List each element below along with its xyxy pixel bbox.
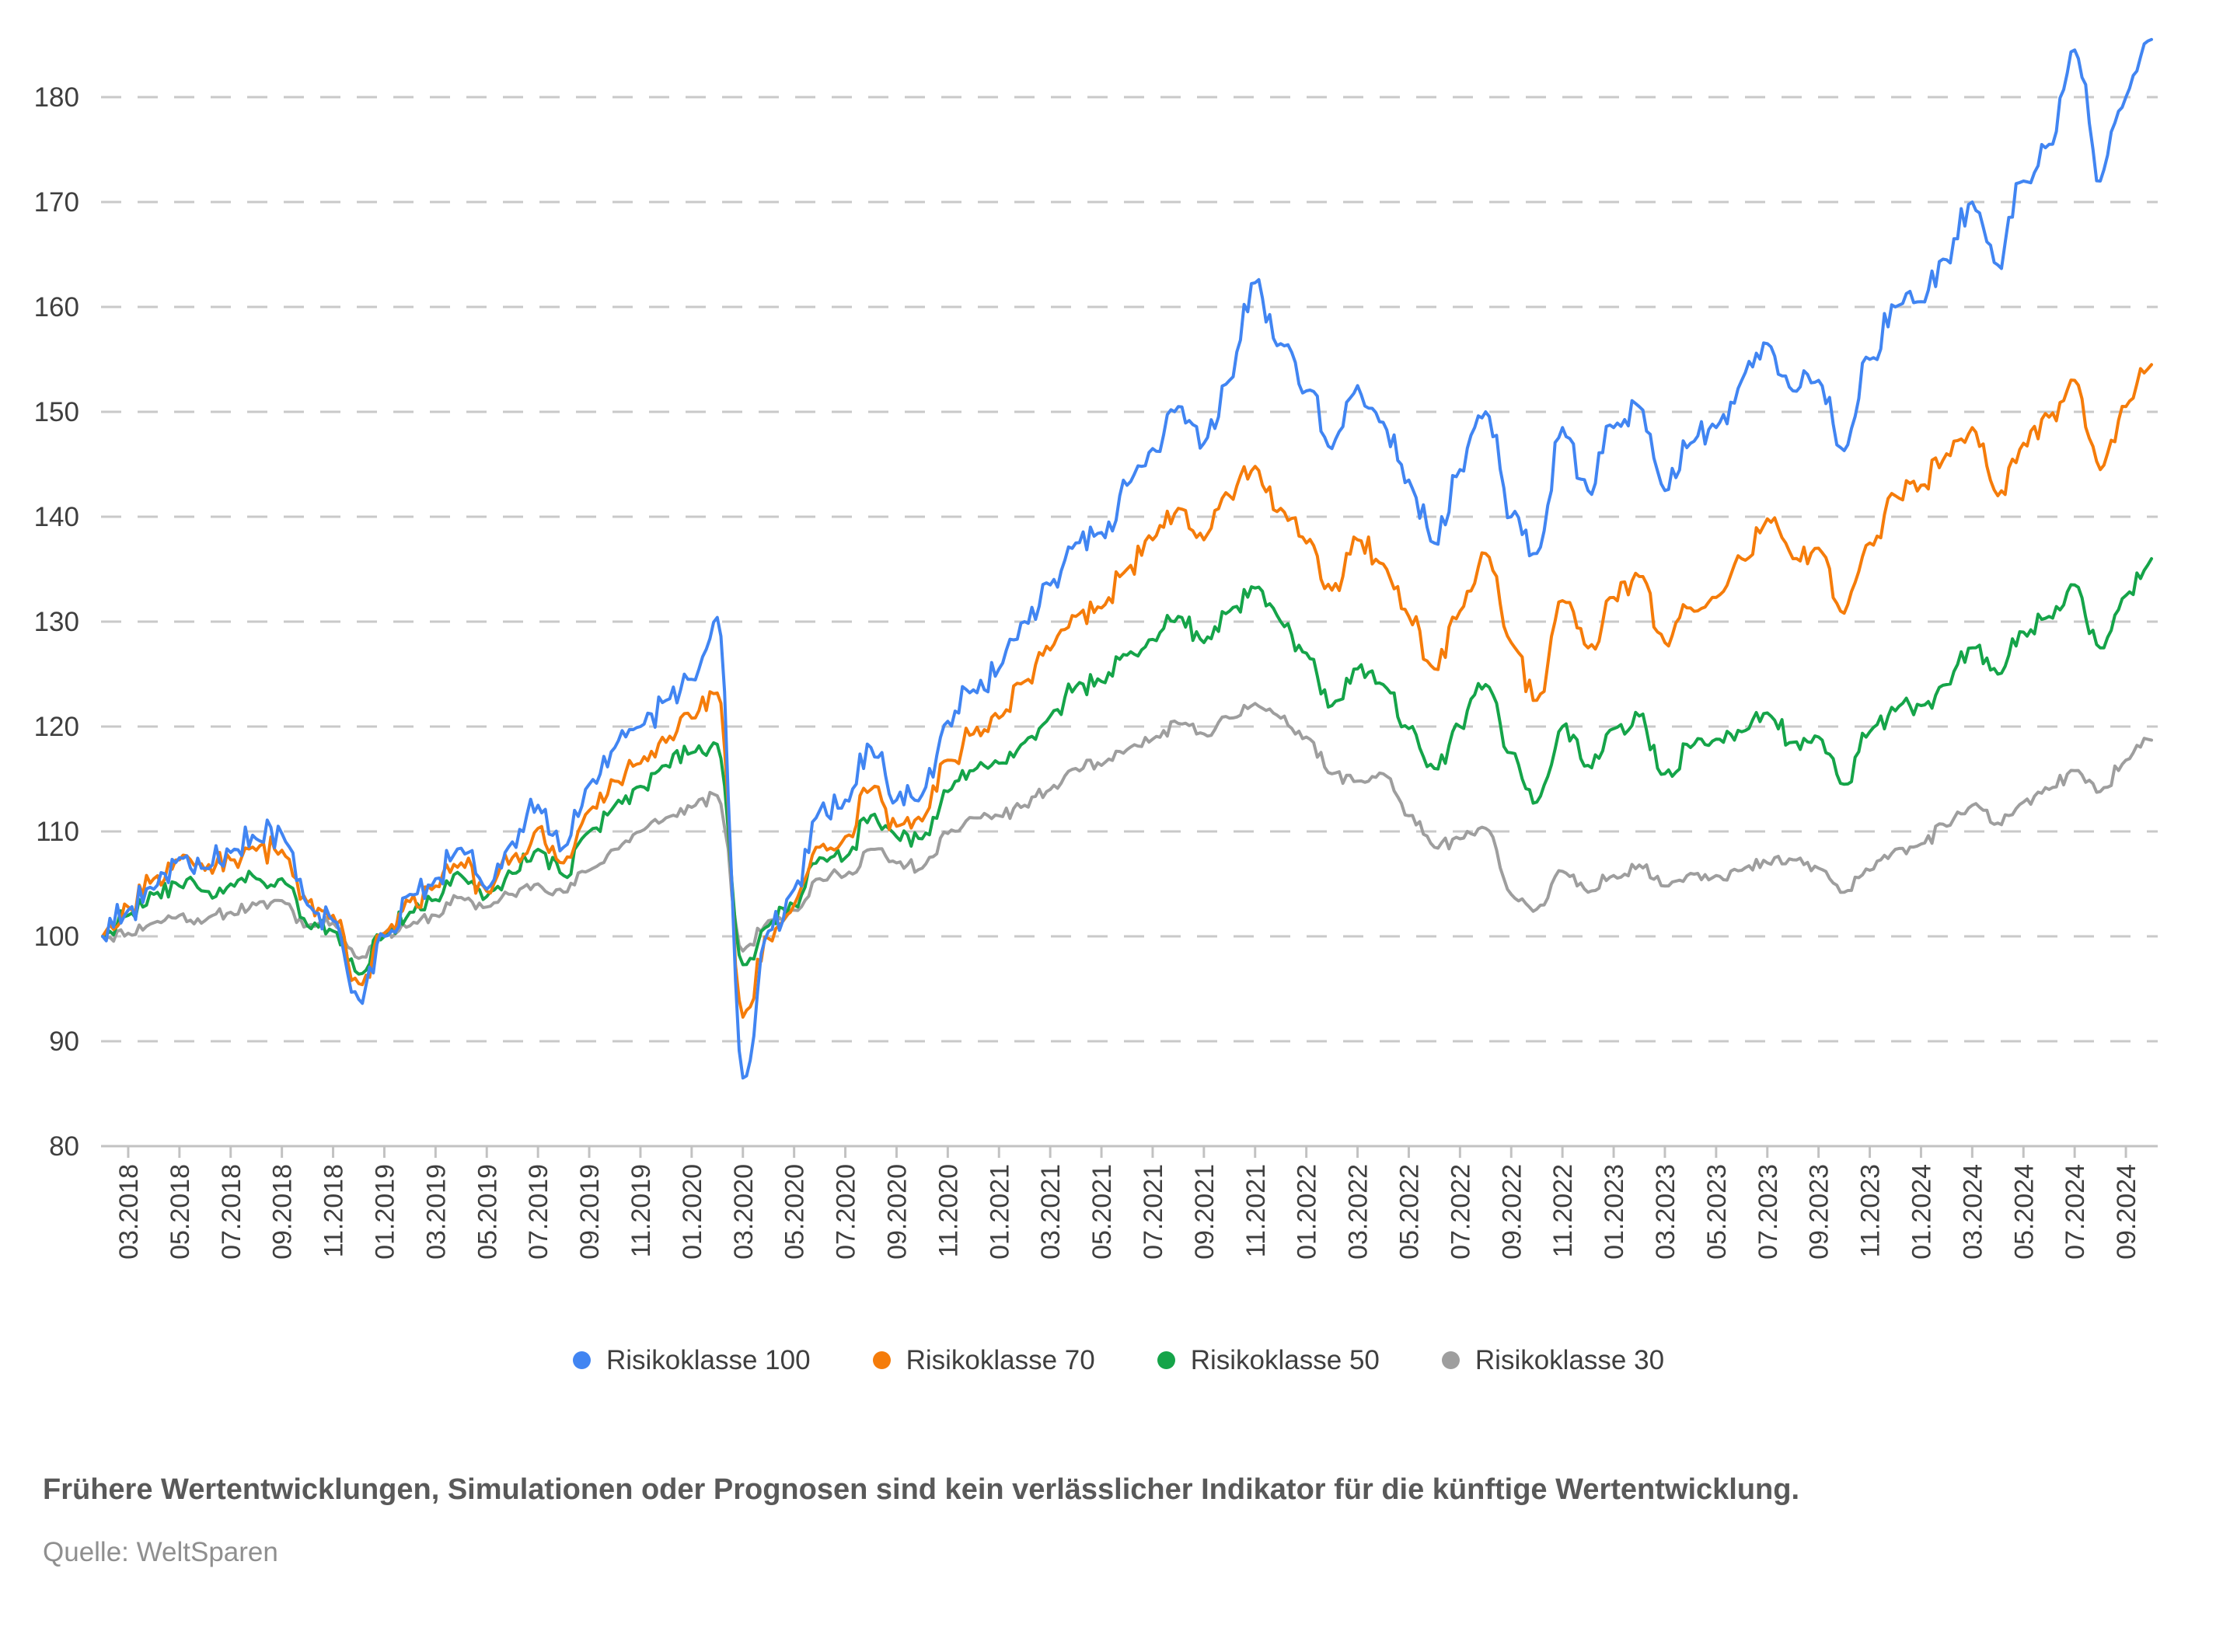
legend-dot-icon — [1441, 1351, 1460, 1369]
x-tick-label: 11.2021 — [1241, 1164, 1271, 1257]
x-tick-label: 03.2022 — [1344, 1164, 1373, 1260]
disclaimer-text: Frühere Wertentwicklungen, Simulationen … — [43, 1473, 1800, 1506]
x-tick-label: 03.2020 — [729, 1164, 759, 1260]
y-tick-label: 150 — [34, 397, 79, 427]
x-tick-label: 07.2022 — [1446, 1164, 1475, 1260]
x-tick-label: 07.2020 — [832, 1164, 861, 1260]
y-tick-label: 130 — [34, 607, 79, 637]
legend-label: Risikoklasse 100 — [605, 1345, 811, 1375]
x-tick-label: 09.2022 — [1497, 1164, 1527, 1260]
y-tick-label: 80 — [49, 1131, 79, 1162]
x-tick-label: 09.2023 — [1805, 1164, 1834, 1260]
x-axis-labels: 03.2018 05.2018 07.2018 09.2018 11.2018 01.20… — [114, 1164, 2141, 1260]
x-tick-label: 03.2018 — [114, 1164, 144, 1260]
y-tick-label: 160 — [34, 292, 79, 322]
legend-dot-icon — [1157, 1351, 1175, 1369]
y-axis-labels: 80 90 100 110 120 130 140 150 160 170 180 — [34, 82, 79, 1162]
x-tick-label: 07.2019 — [524, 1164, 553, 1260]
y-tick-label: 100 — [34, 922, 79, 952]
legend-label: Risikoklasse 30 — [1474, 1345, 1665, 1375]
x-tick-label: 09.2021 — [1190, 1164, 1220, 1260]
legend-item-risikoklasse-50[interactable]: Risikoklasse 50 — [1157, 1347, 1380, 1374]
performance-line-chart: 80 90 100 110 120 130 140 150 160 170 180 03.2018 05… — [34, 37, 2158, 1260]
y-tick-label: 180 — [34, 82, 79, 113]
x-tick-label: 05.2018 — [166, 1164, 195, 1260]
x-tick-label: 03.2019 — [421, 1164, 451, 1260]
x-tick-label: 05.2023 — [1702, 1164, 1732, 1260]
x-tick-label: 05.2019 — [473, 1164, 502, 1260]
gridlines — [101, 96, 2158, 1043]
x-tick-label: 07.2024 — [2061, 1164, 2090, 1260]
x-tick-label: 09.2019 — [575, 1164, 605, 1260]
y-tick-label: 110 — [36, 817, 79, 847]
x-tick-label: 03.2024 — [1958, 1164, 1987, 1260]
x-tick-label: 05.2021 — [1087, 1164, 1117, 1260]
legend-item-risikoklasse-100[interactable]: Risikoklasse 100 — [572, 1345, 811, 1375]
x-tick-label: 11.2023 — [1856, 1164, 1886, 1257]
chart-legend: Risikoklasse 100 Risikoklasse 70 Risikokla… — [0, 1347, 2237, 1374]
source-text: Quelle: WeltSparen — [43, 1537, 278, 1567]
series-line-risikoklasse-50 — [101, 557, 2153, 976]
x-tick-label: 03.2021 — [1036, 1164, 1066, 1260]
y-tick-label: 140 — [34, 502, 79, 532]
x-tick-label: 03.2023 — [1651, 1164, 1680, 1260]
series-line-risikoklasse-100 — [101, 37, 2153, 1080]
legend-item-risikoklasse-70[interactable]: Risikoklasse 70 — [872, 1345, 1095, 1375]
x-tick-label: 07.2021 — [1139, 1164, 1168, 1260]
x-tick-label: 09.2018 — [268, 1164, 298, 1260]
x-tick-label: 07.2018 — [217, 1164, 246, 1260]
x-tick-label: 09.2020 — [882, 1164, 912, 1260]
x-tick-label: 01.2021 — [985, 1164, 1014, 1260]
legend-dot-icon — [572, 1351, 591, 1369]
x-tick-label: 05.2024 — [2009, 1164, 2039, 1260]
series-line-risikoklasse-30 — [101, 702, 2153, 960]
x-tick-label: 05.2022 — [1394, 1164, 1424, 1260]
x-tick-label: 01.2023 — [1600, 1164, 1629, 1260]
x-tick-label: 11.2020 — [934, 1164, 963, 1257]
x-tick-label: 05.2020 — [780, 1164, 810, 1260]
x-tick-label: 01.2020 — [678, 1164, 707, 1260]
x-tick-label: 11.2018 — [319, 1164, 349, 1257]
x-tick-label: 01.2019 — [370, 1164, 400, 1260]
performance-chart: 80 90 100 110 120 130 140 150 160 170 180 03.2018 05… — [34, 37, 2158, 1260]
x-tick-label: 01.2022 — [1293, 1164, 1322, 1260]
y-tick-label: 90 — [49, 1026, 79, 1057]
series-line-risikoklasse-70 — [101, 363, 2153, 1019]
y-tick-label: 170 — [34, 187, 79, 218]
x-tick-label: 07.2023 — [1754, 1164, 1783, 1260]
x-axis — [101, 1145, 2158, 1158]
legend-item-risikoklasse-30[interactable]: Risikoklasse 30 — [1441, 1345, 1665, 1375]
x-tick-label: 09.2024 — [2112, 1164, 2141, 1260]
x-tick-label: 01.2024 — [1907, 1164, 1936, 1260]
x-tick-label: 11.2019 — [626, 1164, 656, 1257]
x-tick-label: 11.2022 — [1548, 1164, 1578, 1257]
legend-label: Risikoklasse 50 — [1190, 1345, 1380, 1375]
legend-dot-icon — [872, 1351, 891, 1369]
legend-label: Risikoklasse 70 — [906, 1345, 1095, 1375]
y-tick-label: 120 — [34, 712, 79, 742]
